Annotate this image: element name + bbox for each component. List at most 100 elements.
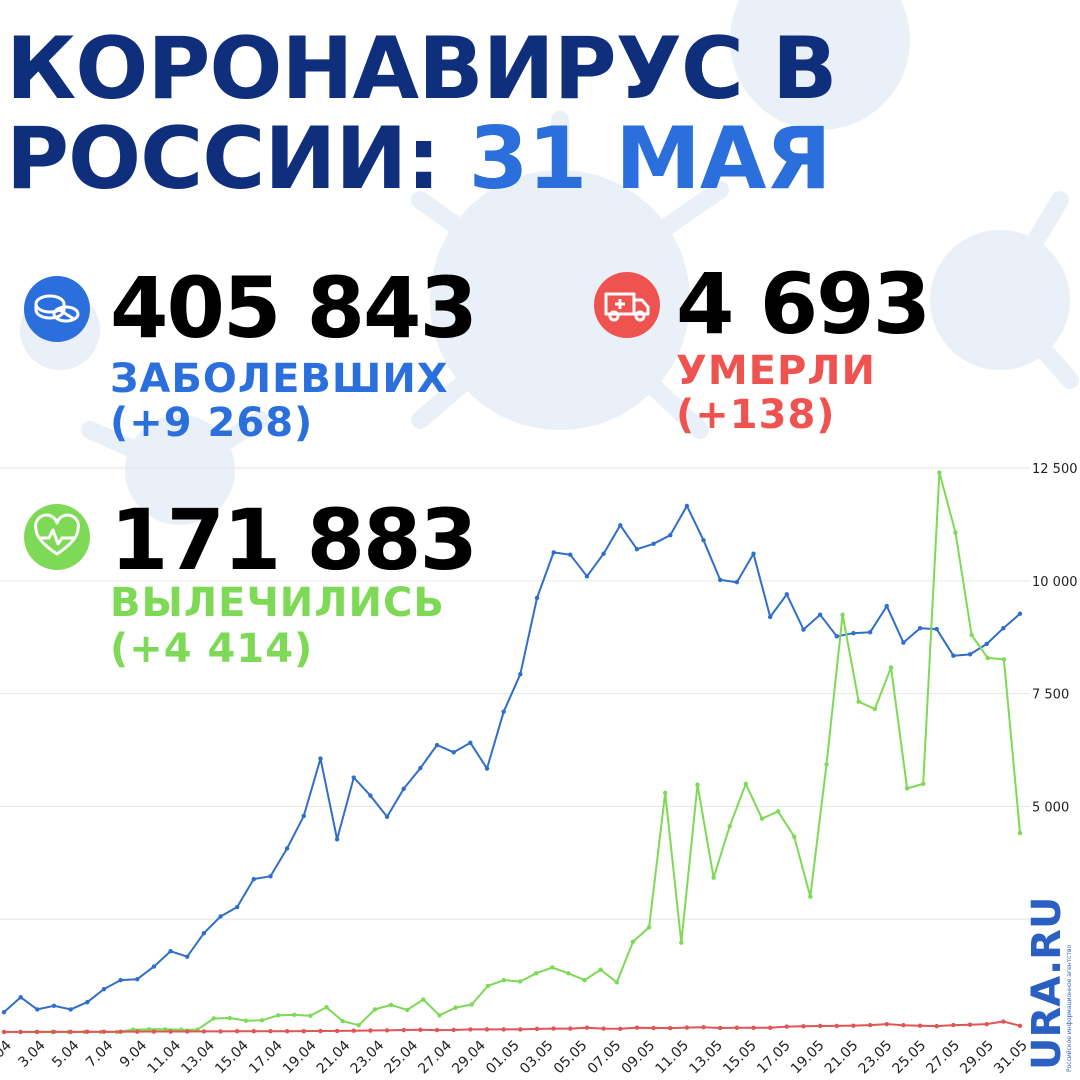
x-tick-label: 3.04 bbox=[15, 1037, 48, 1070]
data-point-recovered bbox=[146, 1027, 152, 1032]
data-point-recovered bbox=[517, 979, 523, 984]
series-line-deaths bbox=[4, 1020, 1021, 1033]
title-date: 31 МАЯ bbox=[468, 109, 832, 209]
data-point-recovered bbox=[792, 834, 797, 839]
x-tick-label: 21.05 bbox=[822, 1038, 862, 1078]
y-tick-label: 5 000 bbox=[1032, 800, 1069, 815]
x-tick-label: 29.04 bbox=[449, 1037, 489, 1077]
data-point-deaths bbox=[68, 1029, 73, 1035]
data-point-cases bbox=[234, 904, 240, 910]
data-point-recovered bbox=[711, 875, 716, 880]
data-point-recovered bbox=[388, 1002, 394, 1008]
data-point-cases bbox=[185, 954, 190, 959]
data-point-cases bbox=[318, 756, 323, 761]
x-tick-label: 27.05 bbox=[923, 1038, 963, 1078]
x-tick-label: 5.04 bbox=[49, 1037, 82, 1070]
data-point-recovered bbox=[727, 824, 732, 829]
data-point-cases bbox=[801, 627, 806, 632]
x-tick-label: 1.04 bbox=[0, 1037, 15, 1070]
data-point-cases bbox=[701, 538, 706, 543]
data-point-recovered bbox=[904, 786, 910, 791]
x-tick-label: 07.05 bbox=[585, 1038, 625, 1078]
data-point-recovered bbox=[421, 997, 426, 1002]
data-point-deaths bbox=[384, 1028, 390, 1033]
recovered-delta: (+4 414) bbox=[110, 626, 314, 672]
data-point-recovered bbox=[453, 1005, 458, 1010]
data-point-deaths bbox=[967, 1022, 973, 1027]
data-point-recovered bbox=[1017, 830, 1023, 836]
data-point-cases bbox=[901, 640, 906, 645]
data-point-cases bbox=[867, 630, 873, 635]
data-point-deaths bbox=[334, 1028, 340, 1034]
ambulance-icon bbox=[594, 272, 660, 338]
data-point-deaths bbox=[884, 1021, 889, 1027]
data-point-cases bbox=[168, 949, 173, 954]
data-point-cases bbox=[584, 574, 590, 579]
data-point-deaths bbox=[751, 1025, 756, 1031]
data-point-cases bbox=[734, 579, 740, 585]
data-point-deaths bbox=[451, 1027, 456, 1033]
data-point-deaths bbox=[51, 1029, 57, 1035]
data-point-cases bbox=[967, 652, 973, 657]
brand-logo: URA.RU bbox=[1024, 896, 1070, 1070]
data-point-cases bbox=[984, 641, 989, 647]
heart-pulse-icon bbox=[24, 504, 90, 570]
data-point-cases bbox=[534, 595, 540, 601]
data-point-recovered bbox=[630, 939, 636, 944]
data-point-cases bbox=[418, 765, 423, 771]
data-point-cases bbox=[118, 977, 123, 983]
data-point-cases bbox=[135, 977, 140, 982]
data-point-recovered bbox=[308, 1013, 313, 1018]
data-point-cases bbox=[684, 503, 690, 509]
data-point-recovered bbox=[485, 983, 491, 989]
data-point-deaths bbox=[501, 1027, 506, 1032]
data-point-deaths bbox=[701, 1024, 706, 1030]
data-point-cases bbox=[551, 550, 556, 555]
data-point-recovered bbox=[937, 470, 942, 475]
series-line-recovered bbox=[4, 471, 1021, 1033]
data-point-deaths bbox=[1001, 1019, 1006, 1024]
title-line-2: РОССИИ: bbox=[6, 109, 469, 209]
data-point-deaths bbox=[584, 1025, 590, 1030]
data-point-deaths bbox=[801, 1024, 806, 1029]
data-point-deaths bbox=[717, 1025, 723, 1031]
data-point-cases bbox=[101, 986, 107, 992]
data-point-cases bbox=[451, 750, 456, 755]
data-point-recovered bbox=[469, 1002, 474, 1007]
data-point-deaths bbox=[1017, 1023, 1023, 1028]
data-point-deaths bbox=[468, 1027, 473, 1032]
data-point-recovered bbox=[840, 612, 845, 617]
data-point-recovered bbox=[275, 1013, 281, 1018]
data-point-cases bbox=[501, 709, 506, 714]
data-point-cases bbox=[834, 634, 839, 639]
data-point-recovered bbox=[1001, 657, 1007, 662]
data-point-cases bbox=[601, 551, 606, 556]
data-point-recovered bbox=[566, 971, 571, 976]
data-point-deaths bbox=[268, 1029, 273, 1034]
data-point-cases bbox=[651, 541, 656, 547]
data-point-recovered bbox=[227, 1015, 232, 1021]
data-point-recovered bbox=[259, 1018, 265, 1023]
data-point-deaths bbox=[851, 1023, 856, 1028]
data-point-deaths bbox=[767, 1025, 773, 1030]
data-point-recovered bbox=[888, 665, 894, 670]
data-point-deaths bbox=[118, 1029, 123, 1034]
data-point-deaths bbox=[434, 1027, 440, 1033]
data-point-recovered bbox=[324, 1004, 329, 1010]
data-point-recovered bbox=[550, 965, 555, 970]
data-point-deaths bbox=[185, 1029, 190, 1034]
data-point-deaths bbox=[1, 1029, 7, 1035]
data-point-cases bbox=[884, 603, 889, 609]
x-tick-label: 13.05 bbox=[686, 1038, 726, 1078]
data-point-deaths bbox=[368, 1028, 373, 1033]
data-point-recovered bbox=[211, 1016, 216, 1021]
data-point-recovered bbox=[969, 632, 974, 638]
data-point-deaths bbox=[684, 1025, 690, 1030]
x-tick-label: 27.04 bbox=[415, 1037, 455, 1077]
data-point-cases bbox=[434, 742, 440, 748]
data-point-cases bbox=[284, 846, 290, 851]
data-point-deaths bbox=[318, 1028, 323, 1034]
data-point-cases bbox=[401, 786, 406, 792]
cases-delta: (+9 268) bbox=[110, 400, 314, 446]
x-tick-label: 11.04 bbox=[144, 1037, 184, 1077]
